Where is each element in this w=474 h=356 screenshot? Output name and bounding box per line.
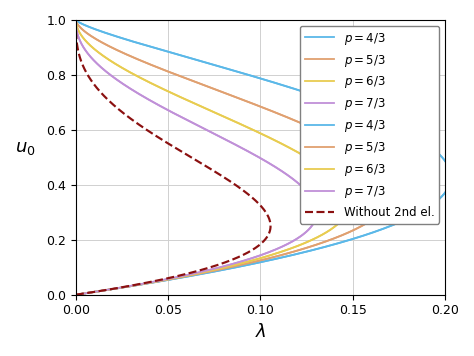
$p = 5/3$ — [369, 159, 374, 163]
$p = 4/3$ — [257, 76, 263, 80]
$p = 6/3$ — [310, 159, 316, 163]
$p = 5/3$ — [78, 26, 84, 30]
$p = 4/3$ — [447, 166, 452, 171]
$p = 5/3$ — [78, 26, 84, 30]
$p = 4/3$ — [73, 18, 79, 22]
$p = 4/3$ — [73, 293, 79, 297]
$p = 7/3$ — [73, 26, 79, 30]
$p = 4/3$ — [73, 18, 79, 22]
$p = 6/3$ — [310, 159, 316, 163]
$p = 6/3$ — [73, 18, 79, 22]
Line: $p = 5/3$: $p = 5/3$ — [76, 20, 392, 295]
Without 2nd el. — [195, 159, 201, 163]
$p = 7/3$ — [275, 166, 281, 171]
$p = 6/3$ — [321, 166, 327, 171]
Without 2nd el. — [73, 26, 79, 30]
$p = 6/3$ — [73, 293, 79, 297]
Without 2nd el. — [207, 166, 212, 171]
$p = 7/3$ — [263, 159, 268, 163]
$p = 6/3$ — [139, 76, 145, 80]
Line: $p = 4/3$: $p = 4/3$ — [76, 20, 451, 295]
$p = 7/3$ — [112, 76, 118, 80]
$p = 6/3$ — [74, 26, 80, 30]
Without 2nd el. — [154, 278, 159, 283]
$p = 5/3$ — [377, 166, 383, 171]
Line: $p = 6/3$: $p = 6/3$ — [76, 20, 349, 295]
$p = 7/3$ — [275, 166, 281, 171]
$p = 4/3$ — [161, 278, 166, 283]
$p = 5/3$ — [159, 278, 165, 283]
Line: $p = 7/3$: $p = 7/3$ — [76, 20, 317, 295]
$p = 4/3$ — [447, 166, 452, 171]
$p = 6/3$ — [158, 278, 164, 283]
Without 2nd el. — [73, 18, 79, 22]
$p = 7/3$ — [263, 159, 268, 163]
Y-axis label: $u_0$: $u_0$ — [15, 139, 36, 157]
$p = 7/3$ — [73, 26, 79, 30]
$p = 6/3$ — [321, 166, 327, 171]
$p = 4/3$ — [89, 26, 95, 30]
$p = 5/3$ — [183, 76, 189, 80]
$p = 6/3$ — [74, 26, 80, 30]
$p = 4/3$ — [73, 293, 79, 297]
$p = 6/3$ — [74, 26, 80, 30]
$p = 7/3$ — [73, 26, 79, 30]
$p = 4/3$ — [90, 26, 95, 30]
$p = 7/3$ — [156, 278, 162, 283]
$p = 6/3$ — [74, 26, 80, 30]
$p = 6/3$ — [73, 18, 79, 22]
Without 2nd el. — [73, 293, 79, 297]
$p = 5/3$ — [73, 293, 79, 297]
$p = 4/3$ — [442, 159, 448, 163]
$p = 5/3$ — [73, 18, 79, 22]
Line: $p = 4/3$: $p = 4/3$ — [76, 20, 451, 295]
$p = 6/3$ — [158, 278, 164, 283]
$p = 6/3$ — [73, 293, 79, 297]
$p = 5/3$ — [369, 159, 374, 163]
$p = 5/3$ — [73, 18, 79, 22]
X-axis label: $\lambda$: $\lambda$ — [255, 323, 266, 341]
Legend: $p = 4/3$, $p = 5/3$, $p = 6/3$, $p = 7/3$, $p = 4/3$, $p = 5/3$, $p = 6/3$, $p : $p = 4/3$, $p = 5/3$, $p = 6/3$, $p = 7/… — [300, 26, 439, 224]
$p = 5/3$ — [73, 293, 79, 297]
$p = 7/3$ — [73, 18, 79, 22]
$p = 5/3$ — [377, 166, 383, 171]
$p = 7/3$ — [73, 293, 79, 297]
$p = 5/3$ — [78, 26, 83, 30]
Line: $p = 7/3$: $p = 7/3$ — [76, 20, 317, 295]
$p = 7/3$ — [73, 18, 79, 22]
$p = 4/3$ — [442, 159, 448, 163]
Line: $p = 5/3$: $p = 5/3$ — [76, 20, 392, 295]
$p = 5/3$ — [78, 26, 83, 30]
$p = 7/3$ — [73, 26, 79, 30]
Line: $p = 6/3$: $p = 6/3$ — [76, 20, 349, 295]
$p = 5/3$ — [183, 76, 189, 80]
$p = 4/3$ — [257, 76, 263, 80]
Line: Without 2nd el.: Without 2nd el. — [76, 20, 271, 295]
$p = 5/3$ — [159, 278, 165, 283]
$p = 7/3$ — [73, 293, 79, 297]
Without 2nd el. — [87, 76, 93, 80]
$p = 7/3$ — [112, 76, 118, 80]
$p = 4/3$ — [89, 26, 95, 30]
Without 2nd el. — [73, 26, 79, 30]
$p = 4/3$ — [90, 26, 95, 30]
$p = 4/3$ — [161, 278, 166, 283]
$p = 6/3$ — [139, 76, 145, 80]
$p = 7/3$ — [156, 278, 162, 283]
